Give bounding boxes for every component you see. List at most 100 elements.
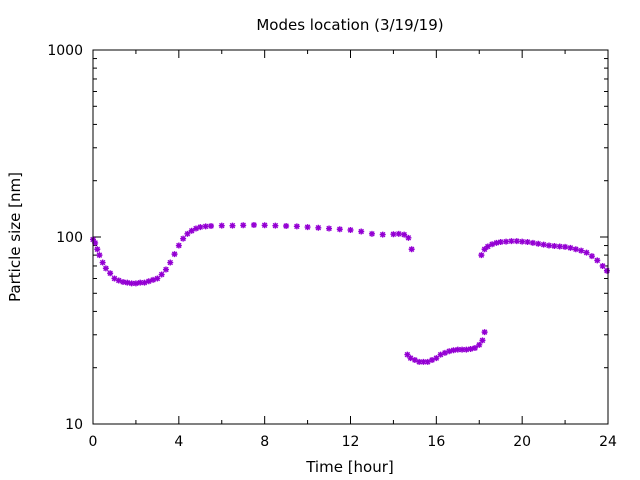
data-point-star (167, 259, 174, 266)
data-point-star (479, 337, 486, 344)
data-point-star (441, 349, 448, 356)
data-point-star (420, 358, 427, 365)
data-point-star (411, 356, 418, 363)
y-axis-label: Particle size [nm] (6, 172, 24, 302)
data-point-star (567, 244, 574, 251)
data-point-star (128, 280, 135, 287)
x-tick-label: 0 (89, 434, 98, 450)
data-point-star (171, 251, 178, 258)
x-tick-label: 16 (427, 434, 445, 450)
data-point-star (489, 241, 496, 248)
data-point-star (408, 246, 415, 253)
data-point-star (315, 224, 322, 231)
data-point-star (556, 243, 563, 250)
data-point-star (379, 231, 386, 238)
x-tick-label: 20 (513, 434, 531, 450)
data-point-star (272, 222, 279, 229)
data-point-star (150, 276, 157, 283)
data-point-star (102, 265, 109, 272)
data-point-star (476, 341, 483, 348)
data-point-star (390, 231, 397, 238)
data-point-star (407, 355, 414, 362)
data-point-star (459, 346, 466, 353)
data-point-star (283, 223, 290, 230)
data-point-star (481, 246, 488, 253)
data-point-star (572, 246, 579, 253)
data-point-star (154, 275, 161, 282)
data-point-star (336, 226, 343, 233)
data-point-star (562, 243, 569, 250)
data-point-star (503, 238, 510, 245)
data-point-star (481, 329, 488, 336)
data-point-star (145, 278, 152, 285)
data-points (90, 221, 610, 365)
data-point-star (540, 241, 547, 248)
data-point-star (395, 230, 402, 237)
data-point-star (603, 267, 610, 274)
data-point-star (368, 230, 375, 237)
data-point-star (358, 228, 365, 235)
data-point-star (493, 239, 500, 246)
data-point-star (162, 266, 169, 273)
x-tick-label: 12 (342, 434, 360, 450)
x-tick-label: 24 (599, 434, 617, 450)
data-point-star (446, 348, 453, 355)
data-point-star (99, 259, 106, 266)
data-point-star (250, 221, 257, 228)
data-point-star (433, 355, 440, 362)
data-point-star (96, 252, 103, 259)
data-point-star (404, 351, 411, 358)
data-point-star (497, 239, 504, 246)
data-point-star (551, 243, 558, 250)
data-point-star (484, 243, 491, 250)
data-point-star (261, 222, 268, 229)
data-point-star (454, 346, 461, 353)
data-point-star (218, 222, 225, 229)
data-point-star (107, 270, 114, 277)
data-point-star (304, 224, 311, 231)
chart-title: Modes location (3/19/19) (256, 16, 443, 34)
data-point-star (416, 358, 423, 365)
data-point-star (578, 247, 585, 254)
y-tick-label: 1000 (47, 43, 83, 59)
data-point-star (478, 252, 485, 259)
data-point-star (94, 246, 101, 253)
data-point-star (471, 344, 478, 351)
data-point-star (326, 225, 333, 232)
data-point-star (545, 242, 552, 249)
plot-frame (92, 49, 609, 425)
data-point-star (141, 279, 148, 286)
data-point-star (175, 242, 182, 249)
x-axis-label: Time [hour] (305, 458, 394, 476)
data-point-star (450, 347, 457, 354)
data-point-star (519, 238, 526, 245)
data-point-star (202, 223, 209, 230)
data-point-star (197, 224, 204, 231)
data-point-star (240, 222, 247, 229)
data-point-star (429, 356, 436, 363)
data-point-star (124, 279, 131, 286)
data-point-star (188, 227, 195, 234)
data-point-star (594, 257, 601, 264)
data-point-star (535, 240, 542, 247)
data-point-star (529, 239, 536, 246)
data-point-star (508, 238, 515, 245)
data-point-star (405, 234, 412, 241)
data-point-star (208, 223, 215, 230)
data-point-star (193, 225, 199, 232)
data-point-star (583, 249, 590, 256)
data-point-star (401, 231, 408, 238)
y-tick-label: 10 (65, 417, 83, 433)
data-point-star (229, 222, 236, 229)
data-point-star (467, 345, 474, 352)
data-point-star (424, 358, 431, 365)
data-point-star (437, 351, 444, 358)
data-point-star (120, 278, 127, 285)
axis-ticks: 0 4 8 12 16 20 24 10 100 1000 (47, 43, 617, 450)
data-point-star (180, 235, 187, 242)
data-point-star (92, 239, 99, 246)
data-point-star (158, 271, 165, 278)
data-point-star (293, 223, 300, 230)
data-point-star (115, 277, 122, 284)
